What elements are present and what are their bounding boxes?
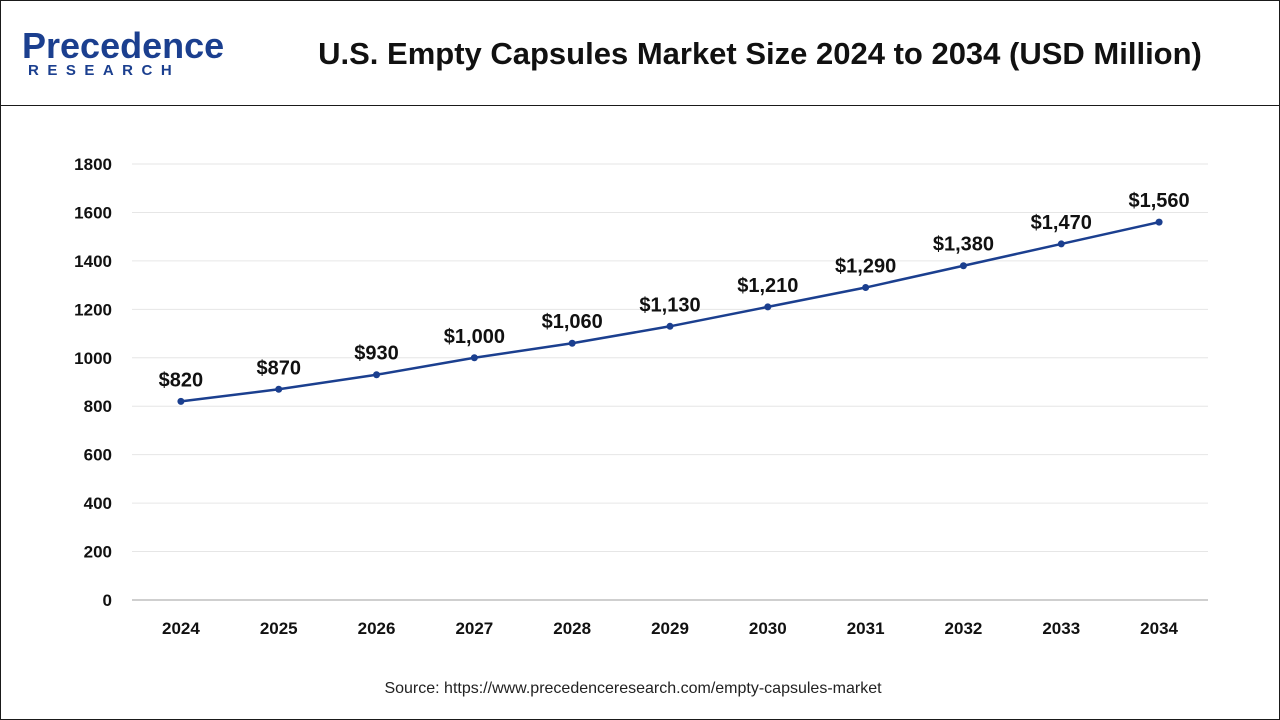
data-point-2033	[1057, 240, 1065, 248]
line-chart: 0 200 400 600 800 1000 1200 1400 1600 1800 2024 202…	[74, 155, 1208, 638]
data-label-2031: $1,290	[835, 256, 896, 278]
header: Precedence RESEARCH U.S. Empty Capsules …	[0, 0, 1280, 106]
x-tick-label-2026: 2026	[358, 619, 396, 638]
data-point-2026	[373, 371, 381, 379]
y-tick-label-600: 600	[84, 446, 112, 465]
source-note: Source: https://www.precedenceresearch.c…	[384, 680, 882, 697]
x-tick-label-2031: 2031	[847, 619, 885, 638]
x-tick-label-2030: 2030	[749, 619, 787, 638]
x-tick-label-2027: 2027	[455, 619, 493, 638]
data-point-2034	[1155, 218, 1163, 226]
y-tick-label-1400: 1400	[74, 252, 112, 271]
x-tick-label-2024: 2024	[162, 619, 200, 638]
data-label-2028: $1,060	[542, 311, 603, 333]
data-label-2032: $1,380	[933, 234, 994, 256]
data-label-2025: $870	[256, 357, 301, 379]
x-tick-label-2029: 2029	[651, 619, 689, 638]
y-tick-label-1200: 1200	[74, 300, 112, 319]
y-tick-label-1800: 1800	[74, 155, 112, 174]
chart-title: U.S. Empty Capsules Market Size 2024 to …	[318, 36, 1202, 71]
logo-sub-text: RESEARCH	[28, 62, 181, 79]
y-tick-label-1600: 1600	[74, 203, 112, 222]
x-tick-label-2025: 2025	[260, 619, 298, 638]
data-label-2034: $1,560	[1129, 190, 1190, 212]
data-label-2029: $1,130	[639, 294, 700, 316]
data-point-2031	[862, 284, 870, 292]
data-label-2026: $930	[354, 343, 399, 365]
y-tick-label-400: 400	[84, 494, 112, 513]
data-label-2027: $1,000	[444, 326, 505, 348]
data-point-2029	[666, 322, 674, 330]
data-label-2024: $820	[159, 369, 204, 391]
data-point-2025	[275, 385, 283, 393]
data-point-2024	[177, 397, 185, 405]
data-point-2028	[568, 339, 576, 347]
data-point-2027	[470, 354, 478, 362]
x-tick-label-2033: 2033	[1042, 619, 1080, 638]
y-tick-label-0: 0	[103, 591, 112, 610]
x-tick-label-2034: 2034	[1140, 619, 1178, 638]
logo-main-text: Precedence	[22, 25, 225, 66]
data-point-2032	[959, 262, 967, 270]
y-tick-label-800: 800	[84, 397, 112, 416]
y-tick-label-200: 200	[84, 543, 112, 562]
x-tick-label-2028: 2028	[553, 619, 591, 638]
data-label-2030: $1,210	[737, 275, 798, 297]
precedence-research-logo: Precedence RESEARCH	[22, 25, 225, 86]
data-point-2030	[764, 303, 772, 311]
data-label-2033: $1,470	[1031, 212, 1092, 234]
y-tick-label-1000: 1000	[74, 349, 112, 368]
x-tick-label-2032: 2032	[945, 619, 983, 638]
